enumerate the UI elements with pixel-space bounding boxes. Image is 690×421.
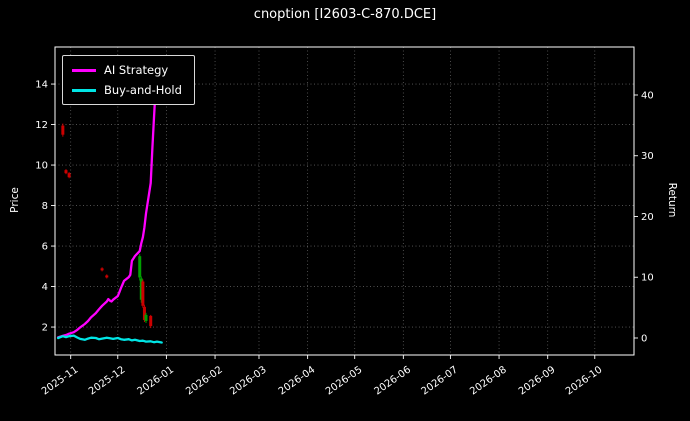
series-line-ai-strategy [56,65,165,339]
candle-body [141,281,145,306]
ai-strategy-line-swatch [72,68,96,72]
x-tick-label: 2026-06 [373,364,414,397]
right-tick-label: 40 [641,90,654,101]
legend-item-ai-strategy: AI Strategy [72,63,182,77]
right-tick-label: 0 [641,333,647,344]
left-tick-label: 14 [35,80,48,91]
candle-body [138,256,142,278]
legend: AI Strategy Buy-and-Hold [62,55,195,105]
left-axis-label: Price [9,187,21,213]
series-line-buy-and-hold [56,334,163,344]
plot-frame [54,46,635,356]
x-tick-label: 2025-11 [40,364,81,397]
x-tick-label: 2026-10 [564,364,605,397]
left-tick-label: 12 [35,120,48,131]
right-axis-label: Return [666,182,678,218]
candle-body [149,315,153,327]
legend-label-buy-and-hold: Buy-and-Hold [104,83,182,97]
legend-item-buy-and-hold: Buy-and-Hold [72,83,182,97]
candle-body [144,314,148,321]
left-tick-label: 6 [42,242,48,253]
right-tick-label: 30 [641,151,654,162]
left-tick-label: 10 [35,161,48,172]
x-tick-label: 2026-03 [228,364,269,397]
candle-body [64,170,68,174]
candle-body [139,278,143,300]
candle-body [100,268,104,271]
x-tick-label: 2026-04 [277,364,318,397]
right-tick-label: 10 [641,273,654,284]
x-tick-label: 2026-07 [420,364,461,397]
x-tick-label: 2026-02 [184,364,225,397]
x-tick-label: 2026-05 [324,364,365,397]
candle-body [105,275,109,278]
x-tick-label: 2026-08 [468,364,509,397]
right-tick-label: 20 [641,212,654,223]
candle-body [61,125,65,135]
legend-label-ai-strategy: AI Strategy [104,63,169,77]
x-tick-label: 2026-09 [517,364,558,397]
buy-and-hold-line-swatch [72,88,96,92]
left-tick-label: 4 [42,282,48,293]
candle-body [67,173,71,178]
candle-body [142,306,146,320]
x-tick-label: 2026-01 [136,364,177,397]
left-tick-label: 2 [42,323,48,334]
chart-title: cnoption [I2603-C-870.DCE] [253,7,437,22]
left-tick-label: 8 [42,201,48,212]
x-tick-label: 2025-12 [87,364,128,397]
